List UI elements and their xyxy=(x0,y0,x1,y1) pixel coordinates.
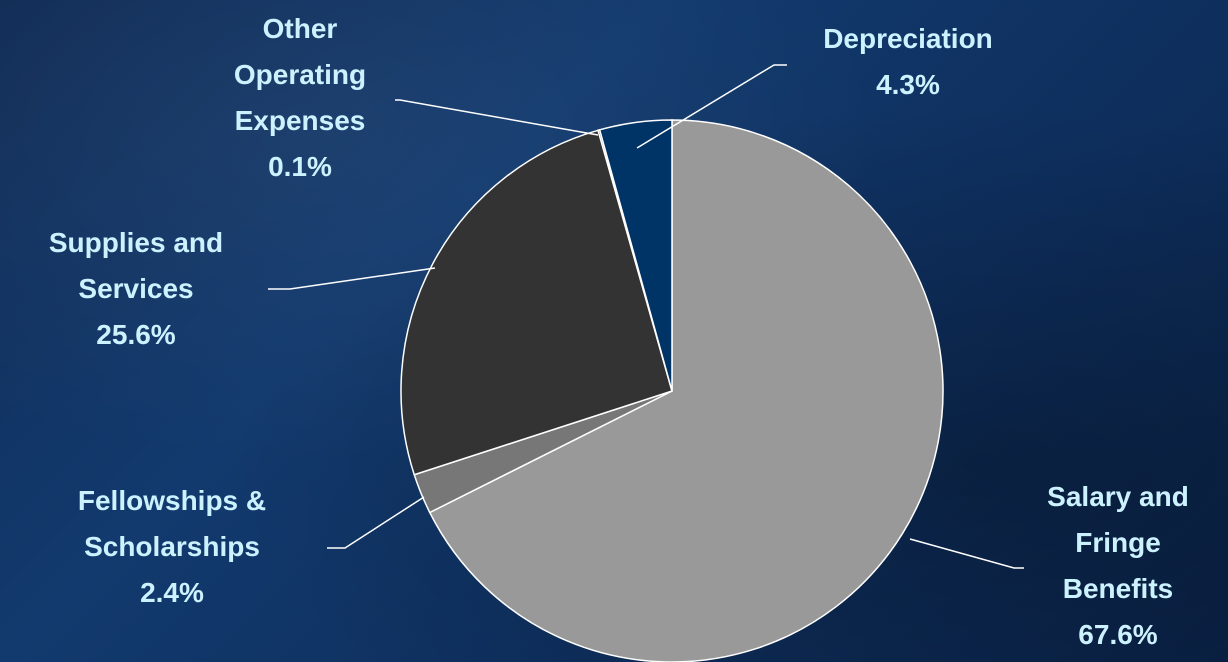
leader-line-1 xyxy=(327,496,425,549)
slice-label-line: Scholarships xyxy=(84,531,260,562)
slice-label-line: Fellowships & xyxy=(78,485,266,516)
slice-label-3: Other Operating Expenses 0.1% xyxy=(234,13,366,182)
slice-label-4: Depreciation 4.3% xyxy=(823,23,993,100)
leader-line-0 xyxy=(909,538,1024,569)
leader-line-2 xyxy=(268,267,436,290)
slice-label-line: 67.6% xyxy=(1078,619,1157,650)
slice-label-line: Other xyxy=(263,13,338,44)
pie-slice-4 xyxy=(598,119,673,392)
slice-label-line: 2.4% xyxy=(140,577,204,608)
leader-lines xyxy=(268,64,1024,569)
slice-label-1: Fellowships & Scholarships 2.4% xyxy=(78,485,266,608)
slice-label-line: Services xyxy=(78,273,193,304)
slice-label-line: 25.6% xyxy=(96,319,175,350)
slice-label-line: Salary and xyxy=(1047,481,1189,512)
slice-label-2: Supplies and Services 25.6% xyxy=(49,227,223,350)
leader-line-4 xyxy=(636,64,787,149)
pie-slice-2 xyxy=(400,129,673,476)
leader-line-3 xyxy=(395,99,599,136)
slice-label-line: 4.3% xyxy=(876,69,940,100)
slice-labels: Salary and Fringe Benefits 67.6% Fellowships… xyxy=(49,13,1189,650)
slice-label-line: Depreciation xyxy=(823,23,993,54)
slice-label-line: Operating xyxy=(234,59,366,90)
pie-slices xyxy=(400,119,944,662)
slice-label-line: Fringe xyxy=(1075,527,1161,558)
slice-label-line: Expenses xyxy=(235,105,366,136)
slice-label-line: Supplies and xyxy=(49,227,223,258)
slice-label-0: Salary and Fringe Benefits 67.6% xyxy=(1047,481,1189,650)
slice-label-line: 0.1% xyxy=(268,151,332,182)
slice-label-line: Benefits xyxy=(1063,573,1173,604)
pie-slice-0 xyxy=(428,119,944,662)
